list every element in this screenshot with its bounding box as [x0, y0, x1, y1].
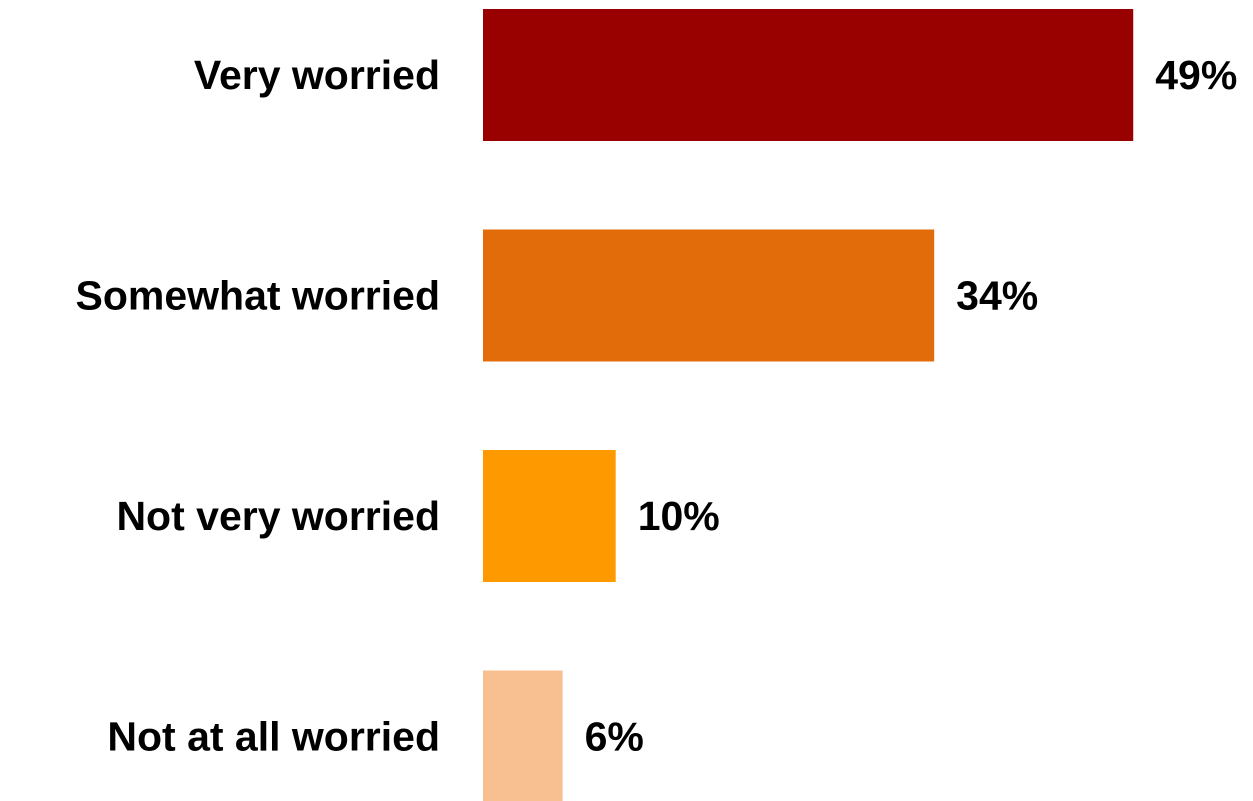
category-label: Not at all worried	[107, 714, 440, 760]
category-label: Very worried	[194, 52, 440, 98]
value-label: 6%	[585, 714, 644, 760]
value-labels-group: 49% 34% 10% 6%	[585, 52, 1238, 760]
bar-very-worried	[483, 9, 1134, 141]
bar-somewhat-worried	[483, 229, 935, 362]
category-label: Not very worried	[116, 493, 440, 539]
bar-not-very-worried	[483, 450, 616, 582]
bar-not-at-all-worried	[483, 670, 563, 801]
value-label: 34%	[956, 273, 1038, 319]
category-label: Somewhat worried	[75, 273, 440, 319]
bars-group	[483, 9, 1134, 801]
category-labels-group: Very worried Somewhat worried Not very wor…	[75, 52, 440, 760]
value-label: 10%	[638, 493, 720, 539]
value-label: 49%	[1155, 52, 1237, 98]
